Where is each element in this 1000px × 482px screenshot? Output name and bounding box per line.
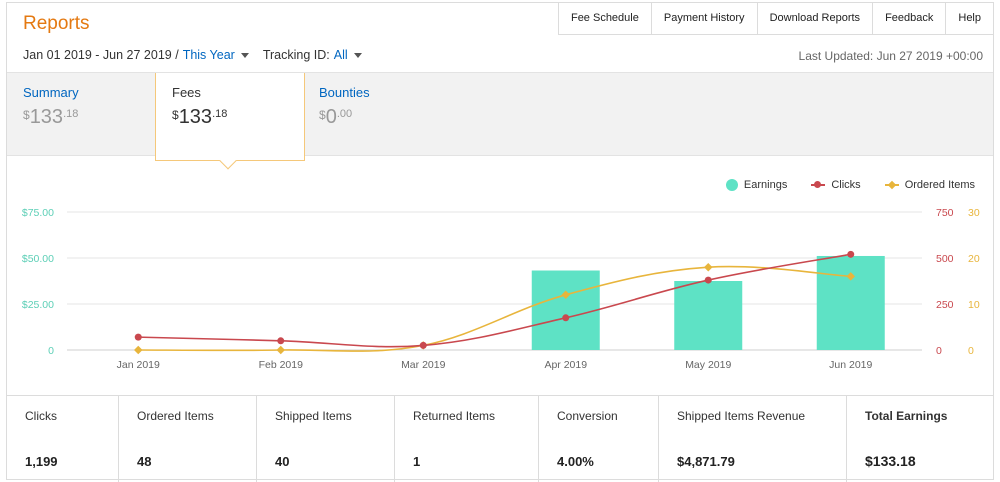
earnings-bar [674, 281, 743, 350]
ordered-items-line [138, 265, 851, 352]
left-axis-tick: $50.00 [22, 253, 54, 265]
stat-label: Shipped Items Revenue [677, 409, 806, 423]
left-axis-tick: 0 [48, 345, 54, 357]
tab-bounties[interactable]: Bounties $0.00 [303, 73, 453, 157]
clicks-point [134, 333, 142, 341]
stat-value: 1,199 [25, 454, 58, 469]
right-axis-tick-clicks: 0 [936, 345, 942, 357]
right-axis-tick-clicks: 250 [936, 299, 954, 311]
stat-clicks: Clicks 1,199 [7, 396, 119, 482]
x-axis-label: Feb 2019 [259, 359, 304, 371]
ordered-items-swatch [884, 180, 899, 190]
stat-conversion: Conversion 4.00% [539, 396, 659, 482]
chevron-down-icon [240, 53, 249, 59]
last-updated: Last Updated: Jun 27 2019 +00:00 [798, 49, 983, 63]
date-range-text: Jan 01 2019 - Jun 27 2019 / [23, 48, 179, 62]
earnings-swatch [725, 179, 738, 191]
stat-label: Clicks [25, 409, 57, 423]
earnings-bar [816, 255, 885, 350]
report-tabs: Summary $133.18 Fees $133.18 Bounties $0… [7, 72, 993, 170]
date-preset-label: This Year [182, 48, 235, 62]
ordered-items-point [134, 345, 143, 355]
right-axis-tick-clicks: 750 [936, 207, 954, 219]
earnings-bar [531, 270, 600, 350]
payment-history-link[interactable]: Payment History [652, 3, 758, 34]
ordered-items-point [704, 262, 713, 272]
stat-returned-items: Returned Items 1 [395, 396, 539, 482]
tab-bounties-label: Bounties [319, 85, 370, 100]
tab-summary[interactable]: Summary $133.18 [7, 73, 155, 157]
reports-panel: Reports Fee Schedule Payment History Dow… [6, 2, 994, 482]
ordered-items-point [276, 345, 285, 355]
date-range-dropdown[interactable]: This Year [183, 48, 249, 62]
x-axis-label: Jun 2019 [829, 359, 872, 371]
tracking-id-dropdown[interactable]: All [334, 48, 362, 62]
stat-label: Shipped Items [275, 409, 352, 423]
clicks-point [562, 314, 570, 322]
tab-summary-amount: $133.18 [23, 106, 79, 128]
chevron-down-icon [353, 53, 362, 59]
tab-fees-amount: $133.18 [172, 106, 228, 128]
legend-clicks[interactable]: Clicks [811, 179, 861, 191]
right-axis-tick-items: 0 [968, 345, 974, 357]
x-axis-label: Apr 2019 [544, 359, 587, 371]
stat-label: Conversion [557, 409, 618, 423]
tab-fees-label: Fees [172, 85, 201, 100]
clicks-point [847, 250, 855, 258]
legend-earnings-label: Earnings [743, 179, 788, 191]
stat-ordered-items: Ordered Items 48 [119, 396, 257, 482]
fee-schedule-link[interactable]: Fee Schedule [559, 3, 652, 34]
clicks-line [138, 253, 851, 348]
active-tab-pointer [219, 152, 237, 170]
right-axis-tick-items: 30 [968, 207, 980, 219]
clicks-point [277, 337, 285, 345]
help-link[interactable]: Help [958, 12, 981, 24]
page-title: Reports [23, 13, 90, 34]
left-axis-tick: $75.00 [22, 207, 54, 219]
legend-ordered-items[interactable]: Ordered Items [884, 179, 975, 191]
stat-shipped-revenue: Shipped Items Revenue $4,871.79 [659, 396, 847, 482]
stat-value: $133.18 [865, 453, 916, 469]
clicks-point [704, 276, 712, 284]
x-axis-label: Mar 2019 [401, 359, 446, 371]
left-axis-tick: $25.00 [22, 299, 54, 311]
clicks-swatch [811, 180, 826, 190]
stat-shipped-items: Shipped Items 40 [257, 396, 395, 482]
stat-label: Returned Items [413, 409, 496, 423]
legend-clicks-label: Clicks [831, 179, 861, 191]
tab-fees[interactable]: Fees $133.18 [155, 73, 305, 170]
stat-value: 4.00% [557, 454, 594, 469]
x-axis-label: Jan 2019 [117, 359, 160, 371]
tracking-id-value: All [333, 48, 348, 62]
right-axis-tick-items: 10 [968, 299, 980, 311]
stat-value: 1 [413, 454, 421, 469]
download-reports-link[interactable]: Download Reports [758, 3, 874, 34]
stat-value: 40 [275, 454, 290, 469]
stat-value: $4,871.79 [677, 454, 735, 469]
tab-summary-label: Summary [23, 85, 79, 100]
tracking-id-label: Tracking ID: [262, 48, 330, 62]
chart-legend: Earnings Clicks Ordered Items [702, 179, 975, 191]
legend-earnings[interactable]: Earnings [725, 179, 788, 191]
top-nav: Fee Schedule Payment History Download Re… [557, 3, 993, 35]
feedback-link[interactable]: Feedback [873, 3, 947, 34]
right-axis-tick-items: 20 [968, 253, 980, 265]
stats-row: Clicks 1,199 Ordered Items 48 Shipped It… [7, 395, 993, 482]
stat-total-earnings: Total Earnings $133.18 [847, 396, 993, 482]
stat-value: 48 [137, 454, 152, 469]
right-axis-tick-clicks: 500 [936, 253, 954, 265]
filter-bar: Jan 01 2019 - Jun 27 2019 / This Year Tr… [23, 48, 362, 62]
stat-label: Ordered Items [137, 409, 214, 423]
clicks-point [419, 341, 427, 349]
legend-ordered-label: Ordered Items [904, 179, 975, 191]
x-axis-label: May 2019 [685, 359, 731, 371]
stat-label: Total Earnings [865, 409, 948, 423]
earnings-chart: 0 0 0 $25.00 250 10 $50.00 500 20 $75.00 750 30 Jan … [22, 207, 980, 371]
tab-bounties-amount: $0.00 [319, 106, 353, 128]
